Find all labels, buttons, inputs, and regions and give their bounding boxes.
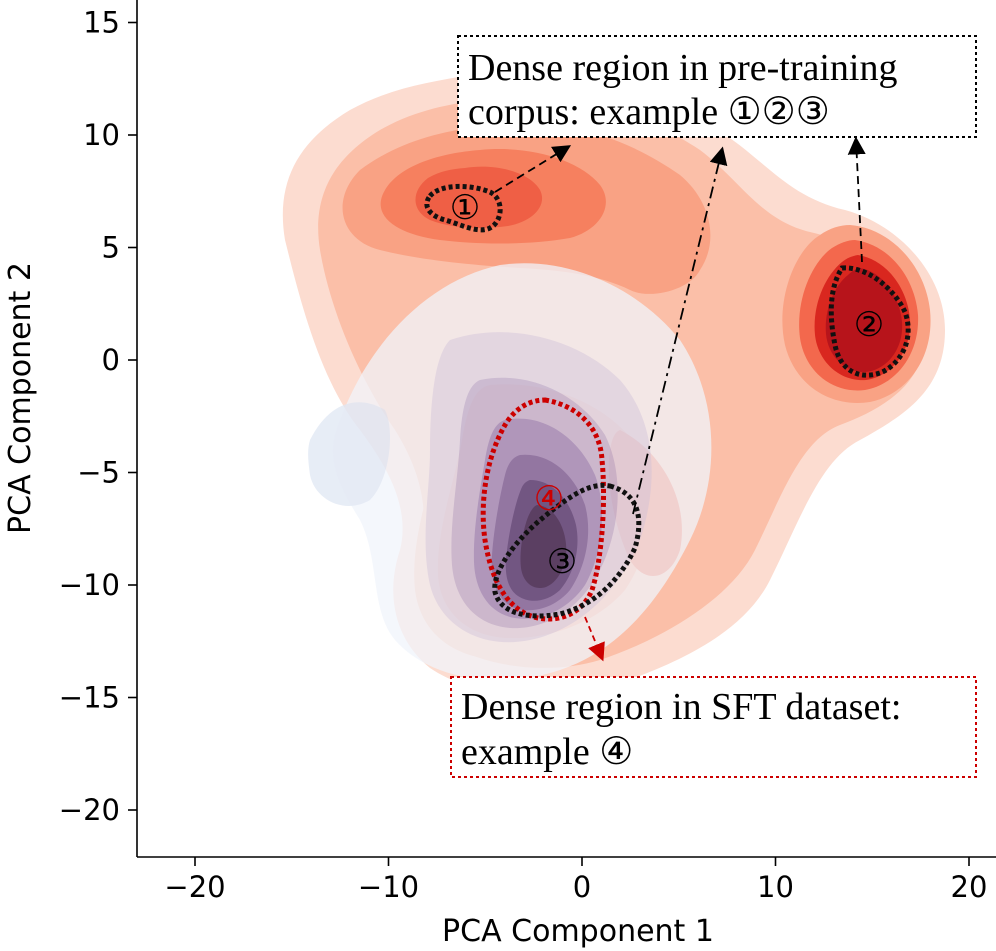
x-ticks: −20 −10 0 10 20 bbox=[164, 857, 987, 904]
annotation-sft: Dense region in SFT dataset: example ④ bbox=[450, 676, 977, 778]
axes: −20 −10 0 10 20 −20 −15 −10 −5 0 5 10 15 PCA Compon… bbox=[3, 0, 996, 949]
region-2-marker: ② bbox=[854, 305, 884, 345]
y-tick-label: 0 bbox=[102, 343, 120, 377]
y-tick-label: −15 bbox=[59, 681, 120, 715]
purple-density-contours bbox=[308, 263, 712, 680]
y-ticks: −20 −15 −10 −5 0 5 10 15 bbox=[59, 6, 137, 827]
y-axis-label: PCA Component 2 bbox=[3, 262, 38, 534]
annotation-sft-line-1: Dense region in SFT dataset: bbox=[461, 686, 901, 728]
region-4-outline bbox=[480, 397, 607, 622]
region-2-outline bbox=[828, 265, 911, 378]
region-4-marker: ④ bbox=[534, 479, 564, 519]
y-tick-label: −20 bbox=[59, 793, 120, 827]
x-axis-label: PCA Component 1 bbox=[442, 914, 714, 949]
annotation-sft-box bbox=[450, 676, 977, 778]
annotation-pretraining-box bbox=[457, 35, 977, 138]
annotation-pretraining: Dense region in pre-training corpus: exa… bbox=[457, 35, 977, 138]
annotation-pretraining-line-1: Dense region in pre-training bbox=[468, 47, 897, 89]
x-tick-label: −20 bbox=[164, 870, 225, 904]
y-tick-label: 10 bbox=[83, 118, 120, 152]
arrow-region-4 bbox=[584, 616, 605, 662]
y-tick-label: 15 bbox=[83, 6, 120, 40]
region-1-marker: ① bbox=[450, 188, 480, 228]
region-1-outline bbox=[424, 183, 503, 233]
x-tick-label: −10 bbox=[358, 870, 419, 904]
y-tick-label: 5 bbox=[102, 231, 120, 265]
arrow-region-2 bbox=[847, 136, 866, 263]
region-3-marker: ③ bbox=[547, 542, 577, 582]
annotation-pretraining-line-2: corpus: example ①②③ bbox=[468, 91, 830, 133]
annotation-sft-line-2: example ④ bbox=[461, 731, 633, 773]
x-tick-label: 20 bbox=[951, 870, 988, 904]
y-tick-label: −5 bbox=[77, 456, 120, 490]
x-tick-label: 10 bbox=[757, 870, 794, 904]
annotation-arrows bbox=[494, 136, 866, 662]
region-outlines bbox=[424, 183, 911, 622]
y-tick-label: −10 bbox=[59, 568, 120, 602]
x-tick-label: 0 bbox=[573, 870, 591, 904]
region-markers: ① ② ③ ④ bbox=[450, 188, 884, 582]
arrow-region-1 bbox=[494, 145, 572, 193]
